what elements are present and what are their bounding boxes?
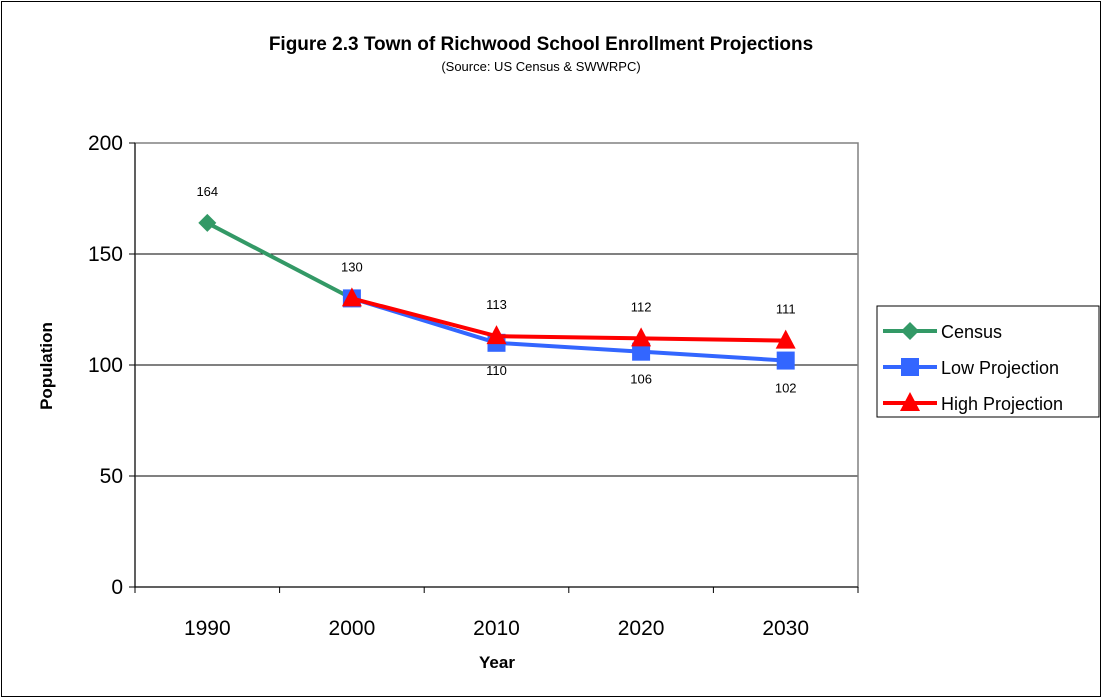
data-labels: 164 130 110 106 102 113 112 111 xyxy=(196,184,796,396)
census-line xyxy=(206,221,353,301)
y-tick-label: 100 xyxy=(88,354,123,377)
legend-label-low-projection: Low Projection xyxy=(941,358,1059,378)
x-tick-label: 2020 xyxy=(618,617,665,640)
data-label: 130 xyxy=(341,259,363,274)
x-tick-label: 1990 xyxy=(184,617,231,640)
x-tick-labels: 1990 2000 2010 2020 2030 xyxy=(184,617,809,640)
legend: Census Low Projection High Projection xyxy=(876,305,1100,418)
data-label: 112 xyxy=(631,299,652,314)
x-axis-label: Year xyxy=(479,653,515,672)
census-point xyxy=(198,213,217,232)
axes xyxy=(129,142,859,593)
low-projection-line xyxy=(351,296,786,363)
legend-marker-high-projection xyxy=(900,392,920,411)
x-tick-label: 2000 xyxy=(329,617,376,640)
chart-title: Figure 2.3 Town of Richwood School Enrol… xyxy=(269,34,813,55)
x-tick-label: 2010 xyxy=(473,617,520,640)
legend-label-census: Census xyxy=(941,322,1002,342)
y-tick-label: 50 xyxy=(100,465,123,488)
chart-subtitle: (Source: US Census & SWWRPC) xyxy=(441,59,640,74)
high-projection-point xyxy=(775,329,796,349)
high-projection-point xyxy=(486,325,507,345)
y-tick-labels: 0 50 100 150 200 xyxy=(88,132,123,599)
y-tick-label: 200 xyxy=(88,132,123,155)
low-projection-point xyxy=(776,351,795,370)
data-label: 164 xyxy=(196,184,218,199)
y-tick-label: 0 xyxy=(111,576,123,599)
data-label: 110 xyxy=(486,363,507,378)
high-projection-point xyxy=(341,287,362,307)
legend-marker-low-projection xyxy=(901,358,919,376)
legend-marker-census xyxy=(901,322,919,340)
data-label: 106 xyxy=(630,372,652,387)
legend-label-high-projection: High Projection xyxy=(941,394,1063,414)
low-projection-point xyxy=(632,342,651,361)
data-label: 113 xyxy=(486,297,507,312)
series-group xyxy=(198,213,796,370)
data-label: 102 xyxy=(775,381,797,396)
y-tick-label: 150 xyxy=(88,243,123,266)
y-axis-label: Population xyxy=(37,322,56,410)
high-projection-line xyxy=(351,296,786,343)
x-tick-label: 2030 xyxy=(762,617,809,640)
high-projection-point xyxy=(631,327,652,347)
data-label: 111 xyxy=(776,302,796,317)
